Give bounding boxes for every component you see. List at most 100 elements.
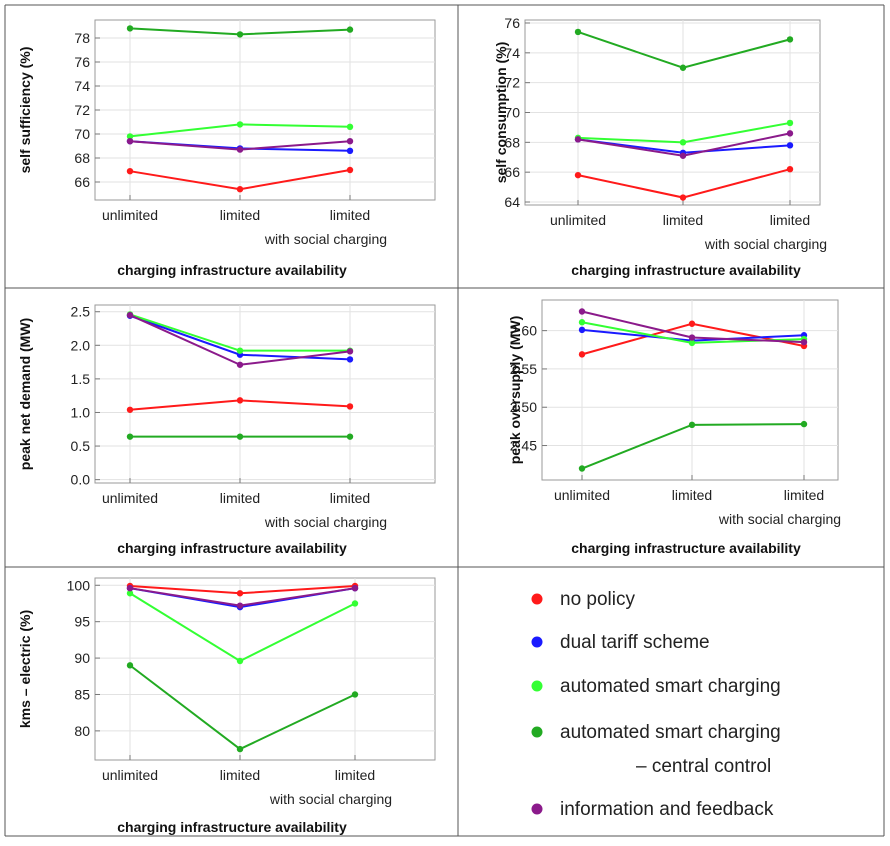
y-tick-label: 64 [504, 194, 520, 210]
x-tick-label: limited [672, 487, 712, 503]
x-tick-label: unlimited [102, 207, 158, 223]
y-tick-label: 0.5 [71, 438, 91, 454]
y-tick-label: 74 [74, 78, 90, 94]
data-point [346, 26, 354, 33]
x-tick-sublabel: with social charging [264, 231, 387, 247]
x-tick-label: limited [663, 212, 703, 228]
data-point [800, 420, 808, 428]
data-point [786, 130, 794, 137]
legend-item: automated smart charging – central contro… [531, 722, 781, 777]
legend-item: dual tariff scheme [531, 632, 710, 653]
data-point [126, 584, 134, 592]
data-point [800, 338, 808, 346]
x-tick-label: limited [770, 212, 810, 228]
legend-label: information and feedback [560, 799, 774, 820]
data-point [236, 146, 244, 153]
legend-label: automated smart charging [560, 676, 781, 697]
y-tick-label: 72 [74, 102, 90, 118]
y-tick-label: 78 [74, 30, 90, 46]
data-point [236, 361, 244, 368]
data-point [351, 600, 359, 607]
y-tick-label: 68 [504, 134, 520, 150]
data-point [236, 433, 244, 440]
data-point [346, 123, 354, 130]
data-point [346, 356, 354, 363]
x-axis-label: charging infrastructure availability [117, 819, 347, 835]
y-tick-label: 70 [74, 126, 90, 142]
x-axis-label: charging infrastructure availability [117, 262, 347, 278]
x-tick-label: unlimited [102, 490, 158, 506]
x-axis-label: charging infrastructure availability [117, 540, 347, 556]
x-tick-sublabel: with social charging [269, 791, 392, 807]
x-tick-sublabel: with social charging [264, 514, 387, 530]
y-tick-label: 68 [74, 150, 90, 166]
x-tick-label: limited [335, 767, 375, 783]
data-point [786, 142, 794, 149]
data-point [236, 745, 244, 753]
data-point [688, 339, 696, 347]
x-tick-label: limited [330, 207, 370, 223]
data-point [236, 347, 244, 354]
y-tick-label: 100 [67, 577, 91, 593]
y-tick-label: 2.50 [510, 399, 537, 415]
legend-label: no policy [560, 589, 635, 610]
y-tick-label: 2.45 [510, 438, 537, 454]
y-axis-label: self sufficiency (%) [17, 47, 33, 174]
plot-frame [94, 304, 436, 484]
y-tick-label: 80 [74, 723, 90, 739]
data-point [236, 657, 244, 665]
data-point [578, 326, 586, 334]
data-point [688, 320, 696, 327]
y-tick-label: 74 [504, 45, 520, 61]
series-line [577, 30, 791, 69]
x-tick-sublabel: with social charging [704, 236, 827, 252]
y-tick-label: 66 [74, 174, 90, 190]
y-tick-label: 2.0 [71, 337, 91, 353]
x-tick-label: unlimited [554, 487, 610, 503]
data-point [346, 433, 354, 440]
legend-marker [531, 726, 543, 738]
data-point [236, 31, 244, 38]
series-line [577, 168, 791, 199]
y-axis-label: peak oversupply (MW) [507, 316, 523, 465]
data-point [126, 311, 134, 319]
data-point [346, 403, 354, 410]
y-tick-label: 1.5 [71, 371, 91, 387]
x-tick-label: limited [330, 490, 370, 506]
x-axis-label: charging infrastructure availability [571, 262, 801, 278]
series-line [581, 423, 805, 470]
data-point [574, 171, 582, 179]
data-point [346, 138, 354, 145]
data-point [351, 691, 359, 698]
data-point [574, 28, 582, 36]
chart-5: 80 85 90 95 100 unlimited limited limited with s… [17, 577, 436, 835]
y-tick-label: 76 [504, 15, 520, 31]
legend-label-line2: – central control [636, 756, 771, 777]
data-point [126, 133, 134, 140]
data-point [688, 421, 696, 429]
chart-4: 2.45 2.50 2.55 2.60 unlimited limited limited w… [507, 299, 841, 556]
x-tick-label: unlimited [102, 767, 158, 783]
data-point [236, 397, 244, 404]
legend: no policy dual tariff scheme automated sma… [531, 589, 781, 820]
x-tick-label: limited [220, 207, 260, 223]
x-tick-label: limited [784, 487, 824, 503]
y-tick-label: 2.5 [71, 304, 91, 320]
legend-label: dual tariff scheme [560, 632, 710, 653]
y-tick-label: 2.55 [510, 361, 537, 377]
x-axis-label: charging infrastructure availability [571, 540, 801, 556]
data-point [578, 351, 586, 358]
data-point [126, 406, 134, 413]
data-point [236, 186, 244, 193]
y-tick-label: 0.0 [71, 472, 91, 488]
legend-label: automated smart charging [560, 722, 781, 743]
data-point [688, 334, 696, 341]
data-point [346, 166, 354, 174]
y-tick-label: 1.0 [71, 404, 91, 420]
data-point [351, 584, 359, 592]
legend-marker [531, 593, 543, 605]
legend-item: no policy [531, 589, 635, 610]
data-point [126, 25, 134, 32]
data-point [679, 64, 687, 71]
